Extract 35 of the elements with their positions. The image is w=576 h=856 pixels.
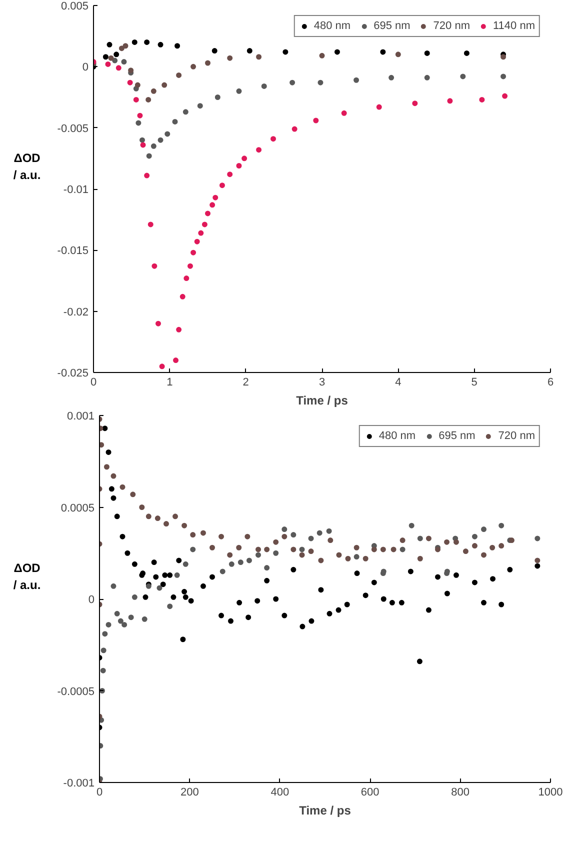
x-tick-label: 400 <box>270 786 290 798</box>
legend-label: 1140 nm <box>493 20 535 32</box>
y-tick-label: -0.025 <box>57 368 89 380</box>
legend-label: 695 nm <box>374 20 410 32</box>
x-tick-label: 3 <box>318 376 326 388</box>
y-axis-title: ΔOD / a.u. <box>13 560 41 594</box>
x-tick-label: 1 <box>166 376 173 388</box>
legend-label: 480 nm <box>378 430 416 442</box>
legend-label: 720 nm <box>498 430 535 442</box>
x-tick-label: 4 <box>395 376 402 388</box>
x-tick-label: 1000 <box>538 786 563 798</box>
x-tick-label: 6 <box>547 376 554 388</box>
y-tick-label: 0.005 <box>60 0 89 12</box>
y-axis-title: ΔOD / a.u. <box>13 150 41 184</box>
y-tick-label: -0.015 <box>57 245 89 258</box>
x-axis-title: Time / ps <box>299 804 352 818</box>
y-tick-label: 0 <box>82 62 89 74</box>
y-tick-label: -0.005 <box>57 122 89 135</box>
y-tick-label: -0.001 <box>63 778 95 790</box>
x-tick-label: 800 <box>451 786 470 798</box>
x-tick-label: 0 <box>96 786 103 798</box>
legend-label: 480 nm <box>314 20 351 32</box>
x-tick-label: 2 <box>242 376 249 388</box>
x-tick-label: 5 <box>471 376 478 388</box>
y-tick-label: -0.0005 <box>57 686 95 698</box>
legend-label: 695 nm <box>438 430 476 442</box>
x-axis-title: Time / ps <box>296 394 348 408</box>
y-tick-label: 0 <box>88 594 95 606</box>
y-tick-label: 0.0005 <box>60 502 95 514</box>
y-tick-label: -0.02 <box>63 306 89 318</box>
legend-label: 720 nm <box>433 20 470 32</box>
y-tick-label: -0.01 <box>63 184 89 196</box>
x-tick-label: 200 <box>180 786 199 798</box>
y-tick-label: 0.001 <box>66 410 95 422</box>
x-tick-label: 600 <box>360 786 380 798</box>
